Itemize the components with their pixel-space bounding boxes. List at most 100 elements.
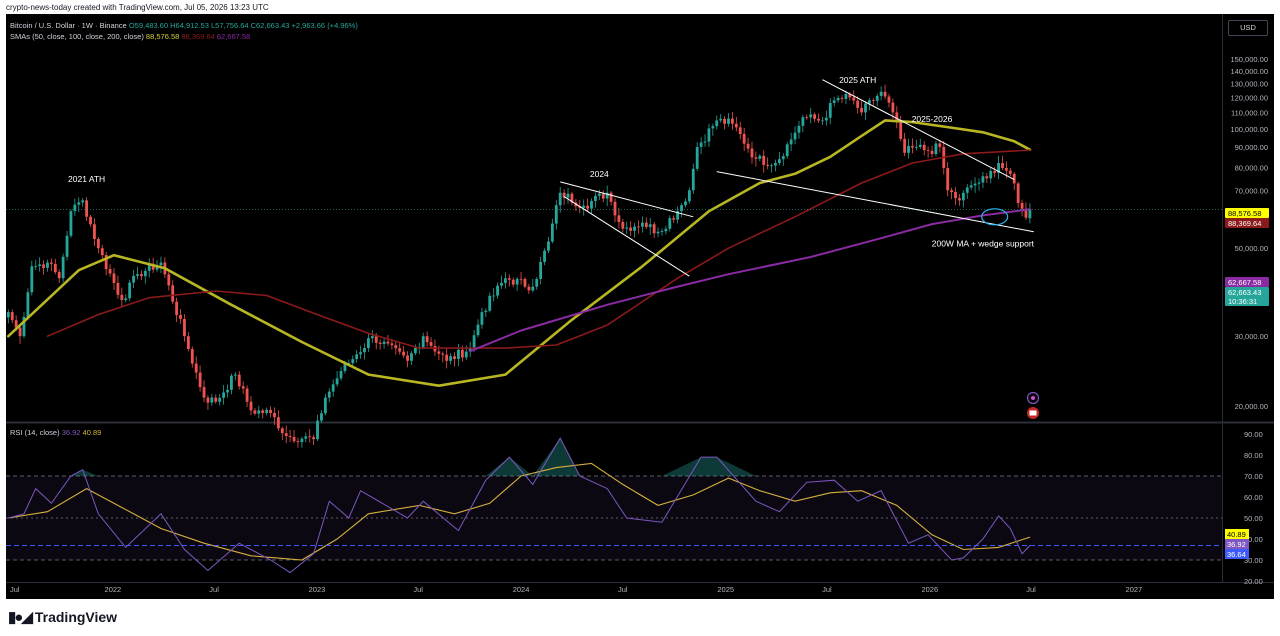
price-tick-label: 130,000.00: [1230, 80, 1268, 89]
flag-icon: [1027, 407, 1039, 419]
candle-body: [566, 193, 570, 198]
candle: [214, 394, 218, 404]
symbol-legend[interactable]: Bitcoin / U.S. Dollar · 1W · Binance O59…: [10, 21, 358, 30]
rsi-legend[interactable]: RSI (14, close) 36.92 40.89: [10, 428, 101, 437]
candle: [531, 279, 535, 293]
rsi-tick-label: 50.00: [1244, 514, 1263, 523]
currency-button[interactable]: USD: [1228, 20, 1268, 36]
candle-body: [331, 384, 335, 392]
candle-body: [774, 163, 777, 166]
candle-body: [53, 263, 57, 273]
candle: [382, 337, 386, 349]
candle: [335, 371, 339, 387]
price-tick-label: 100,000.00: [1230, 125, 1268, 134]
candle: [852, 90, 856, 105]
candle-body: [167, 274, 171, 286]
candle: [535, 277, 539, 290]
candle: [406, 351, 409, 368]
rsi-ob-segment: [701, 457, 717, 476]
tradingview-brand: TradingView: [34, 609, 118, 625]
candle-body: [136, 274, 139, 276]
price-tag-price: 62,663.43: [1225, 287, 1269, 297]
candle-body: [738, 127, 742, 135]
candle: [965, 184, 969, 199]
rsi-ob-segment: [716, 457, 756, 476]
candle: [327, 388, 331, 403]
sma50-value: 88,576.58: [145, 32, 180, 41]
ohlc-close: C62,663.43: [250, 21, 290, 30]
candle-body: [128, 282, 132, 299]
price-tag-label: 10:36:31: [1228, 297, 1257, 306]
candle: [954, 187, 957, 205]
candle: [488, 292, 492, 313]
candle-body: [503, 278, 507, 283]
candle-body: [363, 347, 366, 353]
candle: [891, 98, 895, 120]
candle-body: [879, 91, 883, 96]
rsi-overbought-fill: [70, 438, 756, 476]
candle: [38, 257, 42, 272]
time-tick-label: 2022: [105, 585, 122, 594]
candle: [523, 277, 527, 289]
candle-body: [781, 156, 785, 160]
candle-body: [1008, 170, 1012, 174]
candle-body: [507, 278, 511, 280]
rsi-value: 36.92: [61, 428, 81, 437]
price-tick-label: 140,000.00: [1230, 67, 1268, 76]
candle: [637, 220, 640, 234]
candle-body: [1004, 167, 1008, 171]
candle: [734, 116, 738, 132]
candle-body: [711, 126, 715, 129]
candle: [648, 217, 652, 235]
candle-body: [214, 397, 218, 402]
candle: [903, 132, 907, 157]
candle-body: [594, 195, 597, 201]
candle: [245, 385, 249, 408]
candle-body: [1020, 203, 1024, 209]
candle-body: [296, 441, 300, 443]
candle: [766, 157, 770, 170]
candle: [206, 395, 210, 410]
candle: [292, 429, 296, 444]
candle-body: [206, 397, 210, 403]
candle-body: [993, 170, 997, 173]
sma-legend[interactable]: SMAs (50, close, 100, close, 200, close)…: [10, 32, 250, 41]
candle-body: [183, 318, 186, 337]
candle: [625, 221, 629, 234]
candle-body: [907, 145, 910, 153]
candle-body: [343, 363, 347, 372]
candle-body: [85, 200, 89, 217]
candle-body: [758, 155, 762, 159]
candle-body: [911, 145, 914, 148]
price-tag-label: 88,576.58: [1228, 209, 1261, 218]
sma-line-sma100: [46, 149, 1031, 349]
candle-body: [558, 192, 562, 206]
candle-body: [770, 165, 773, 167]
ohlc-change: +2,963.66 (+4.96%): [291, 21, 358, 30]
candle: [977, 178, 981, 191]
chart-canvas[interactable]: 20,000.0030,000.0040,000.0050,000.0060,0…: [6, 14, 1274, 599]
candle-body: [175, 301, 179, 316]
trendline: [716, 171, 1034, 233]
candle: [797, 121, 801, 139]
candle-body: [394, 345, 398, 349]
candle: [61, 253, 65, 283]
rsi-ob-segment: [661, 457, 702, 476]
candle: [507, 274, 511, 287]
rsi-tick-label: 80.00: [1244, 451, 1263, 460]
candle: [617, 207, 621, 229]
candle-body: [34, 265, 38, 267]
candle-body: [523, 278, 527, 287]
candle: [684, 198, 687, 208]
candle: [304, 432, 308, 443]
candle-body: [613, 201, 617, 216]
candle-body: [562, 192, 566, 198]
candle-body: [6, 312, 10, 318]
chart-frame[interactable]: 20,000.0030,000.0040,000.0050,000.0060,0…: [6, 14, 1274, 599]
candle: [323, 393, 327, 416]
candle-body: [1012, 173, 1016, 184]
candle: [124, 294, 128, 303]
support-highlight-circle: [981, 208, 1009, 226]
candle: [828, 98, 832, 125]
candle-body: [640, 222, 644, 227]
